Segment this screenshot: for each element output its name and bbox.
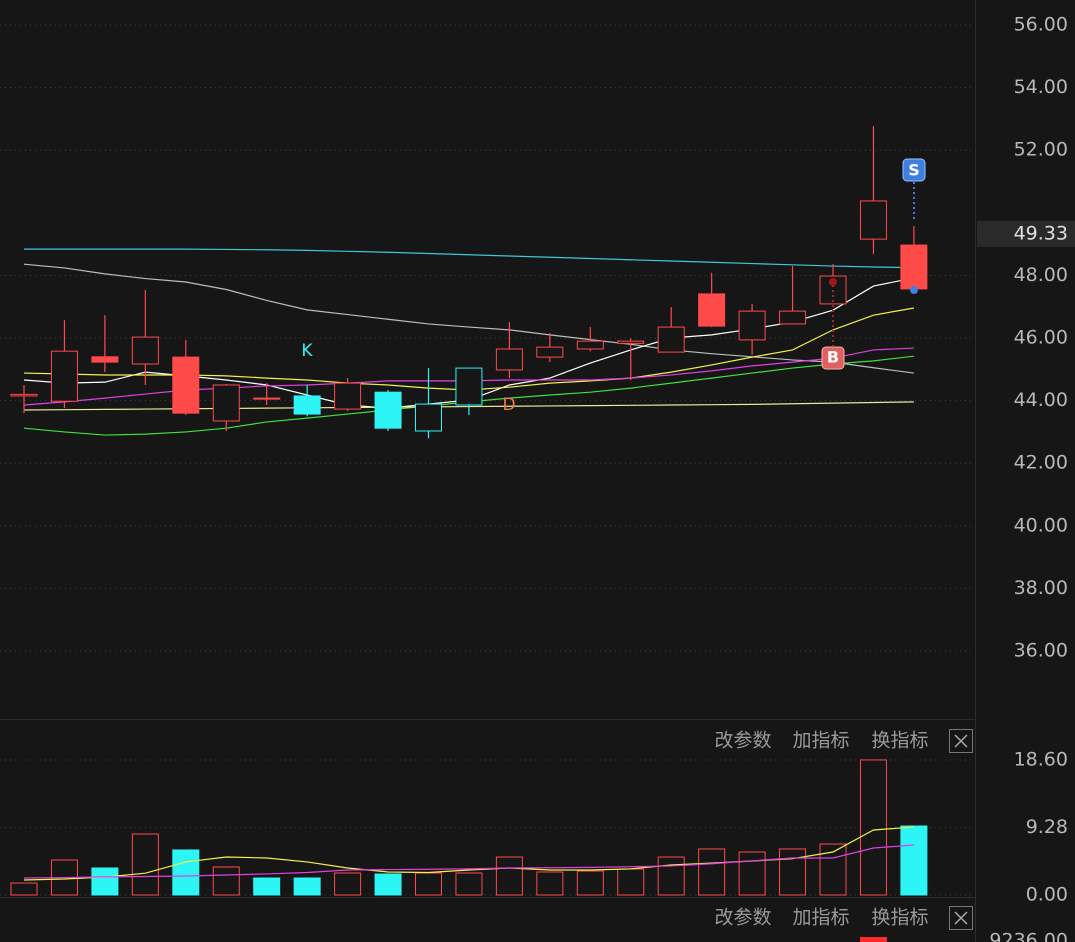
candle-body bbox=[455, 367, 483, 406]
volume-bar bbox=[212, 866, 240, 896]
y-tick-label: 52.00 bbox=[1014, 139, 1068, 161]
candle-body bbox=[50, 350, 78, 402]
candle-body bbox=[374, 391, 402, 429]
candle-body bbox=[576, 340, 604, 350]
y-tick-label: 38.00 bbox=[1014, 577, 1068, 599]
toolbar-button[interactable]: 换指标 bbox=[871, 730, 928, 752]
candle-body bbox=[172, 356, 200, 414]
signal-badge bbox=[902, 158, 926, 182]
candle-body bbox=[657, 326, 685, 353]
candle-body bbox=[131, 336, 159, 365]
signal-dot bbox=[829, 278, 837, 286]
candle-body bbox=[617, 340, 645, 344]
y-tick-label: 40.00 bbox=[1014, 514, 1068, 536]
close-button[interactable] bbox=[949, 906, 973, 930]
candle-body bbox=[738, 310, 766, 341]
volume-bar bbox=[900, 825, 928, 896]
y-tick-label: 9236.00 bbox=[989, 930, 1068, 942]
y-tick-label: 36.00 bbox=[1014, 640, 1068, 662]
volume-bar bbox=[576, 870, 604, 896]
toolbar-button[interactable]: 改参数 bbox=[714, 730, 771, 752]
candle-body bbox=[415, 403, 442, 432]
signal-badge bbox=[821, 346, 845, 370]
volume-bar bbox=[859, 759, 887, 896]
signal-label: B bbox=[827, 348, 839, 367]
last-price-box bbox=[977, 220, 1075, 247]
candle-body bbox=[698, 293, 726, 327]
annotation: D bbox=[502, 395, 515, 415]
volume-bar bbox=[738, 851, 766, 896]
volume-bar bbox=[536, 871, 564, 896]
candle-body bbox=[91, 356, 119, 363]
toolbar-button[interactable]: 改参数 bbox=[714, 907, 771, 929]
volume-bar bbox=[131, 833, 159, 896]
signal-dot bbox=[910, 286, 918, 294]
volume-bar bbox=[415, 872, 442, 896]
y-tick-label: 42.00 bbox=[1014, 452, 1068, 474]
candle-body bbox=[10, 393, 38, 397]
volume-bar bbox=[657, 856, 685, 896]
bar-partial bbox=[860, 937, 887, 942]
y-tick-label: 48.00 bbox=[1014, 264, 1068, 286]
candle-body bbox=[253, 397, 281, 400]
candle-body bbox=[293, 395, 321, 415]
toolbar-button[interactable]: 加指标 bbox=[792, 907, 849, 929]
volume-bar bbox=[698, 848, 726, 896]
y-tick-label: 18.60 bbox=[1014, 748, 1068, 770]
moving-average bbox=[24, 248, 914, 269]
y-tick-label: 9.28 bbox=[1026, 816, 1068, 838]
y-tick-label: 0.00 bbox=[1026, 884, 1068, 906]
plot: 56.00 54.00 52.00 48.00 46.00 44.00 42.00 40.00… bbox=[0, 14, 1075, 906]
signal-label: S bbox=[908, 161, 920, 180]
close-icon bbox=[954, 911, 968, 925]
candle-body bbox=[859, 200, 887, 240]
volume-bar bbox=[172, 849, 200, 896]
close-icon bbox=[954, 734, 968, 748]
volume-bar bbox=[779, 848, 807, 896]
y-tick-label: 44.00 bbox=[1014, 389, 1068, 411]
volume-bar bbox=[10, 882, 38, 896]
toolbar: 改参数 加指标 换指标 bbox=[714, 906, 973, 930]
volume-bar bbox=[495, 856, 523, 896]
annotation: K bbox=[301, 341, 313, 361]
volume-bar bbox=[617, 868, 645, 896]
y-tick-label: 54.00 bbox=[1014, 76, 1068, 98]
volume-bar bbox=[374, 873, 402, 896]
candle-body bbox=[900, 244, 928, 290]
moving-average bbox=[23, 263, 914, 374]
volume-bar bbox=[334, 872, 362, 896]
candle-body bbox=[212, 384, 240, 422]
close-button[interactable] bbox=[949, 729, 973, 753]
y-tick-label: 46.00 bbox=[1014, 327, 1068, 349]
volume-bar bbox=[91, 867, 119, 896]
last-price-label: 49.33 bbox=[1014, 222, 1068, 244]
toolbar-button[interactable]: 加指标 bbox=[792, 730, 849, 752]
candle-body bbox=[779, 310, 807, 325]
volume-bar bbox=[253, 877, 281, 896]
volume-bar bbox=[293, 877, 321, 896]
y-tick-label: 56.00 bbox=[1014, 14, 1068, 36]
toolbar-button[interactable]: 换指标 bbox=[871, 907, 928, 929]
candle-body bbox=[495, 348, 523, 371]
moving-average bbox=[23, 844, 914, 879]
candle-body bbox=[334, 382, 362, 410]
candle-body bbox=[536, 346, 564, 358]
toolbar: 改参数 加指标 换指标 bbox=[714, 729, 973, 753]
volume-bar bbox=[455, 872, 483, 896]
